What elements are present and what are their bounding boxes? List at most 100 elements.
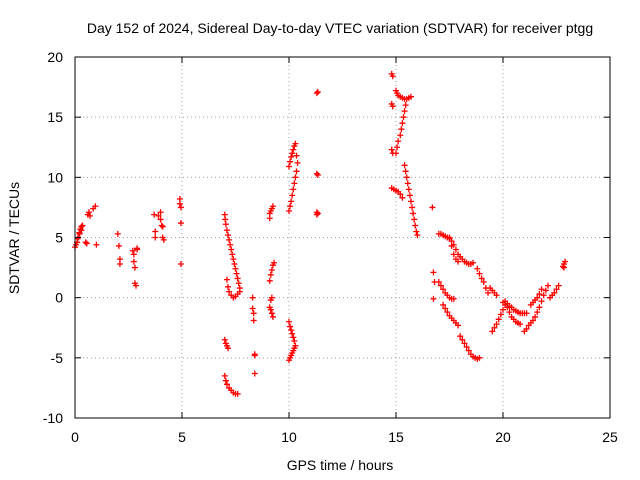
data-point xyxy=(226,288,233,295)
data-point xyxy=(410,210,417,217)
data-point xyxy=(130,258,137,265)
data-point xyxy=(249,305,256,312)
data-point xyxy=(463,344,470,351)
data-point xyxy=(404,180,411,187)
data-point xyxy=(225,283,232,290)
data-point xyxy=(249,294,256,301)
y-tick-label: 10 xyxy=(47,169,63,185)
data-point xyxy=(78,227,85,234)
data-point xyxy=(538,298,545,305)
data-point xyxy=(465,347,472,354)
data-point xyxy=(152,228,159,235)
data-point xyxy=(493,321,500,328)
data-point xyxy=(495,316,502,323)
data-point xyxy=(231,260,238,267)
data-point xyxy=(536,291,543,298)
data-point xyxy=(400,114,407,121)
data-point xyxy=(450,251,457,258)
data-point xyxy=(250,310,257,317)
data-point xyxy=(476,354,483,361)
data-point xyxy=(291,337,298,344)
data-point xyxy=(555,282,562,289)
data-point xyxy=(286,318,292,325)
data-point xyxy=(461,340,468,347)
data-point xyxy=(86,212,93,219)
data-point xyxy=(177,220,184,227)
data-point xyxy=(228,246,235,253)
data-point xyxy=(177,204,184,211)
data-point xyxy=(74,235,81,242)
data-point xyxy=(221,372,228,379)
data-point xyxy=(289,192,296,199)
data-point xyxy=(233,270,240,277)
data-point xyxy=(132,282,139,289)
data-point xyxy=(236,288,243,295)
data-point xyxy=(414,232,421,239)
data-point xyxy=(480,279,487,286)
data-point xyxy=(288,327,295,334)
data-point xyxy=(93,241,100,248)
data-point xyxy=(250,317,257,324)
data-point xyxy=(159,223,166,230)
data-point xyxy=(268,266,275,273)
data-point xyxy=(223,381,230,388)
data-point xyxy=(176,195,183,202)
data-point xyxy=(452,246,459,253)
data-point xyxy=(444,309,451,316)
x-axis-title: GPS time / hours xyxy=(287,457,394,473)
data-point xyxy=(538,286,545,293)
data-point xyxy=(389,103,396,110)
data-point xyxy=(290,186,297,193)
data-point xyxy=(536,304,543,311)
data-point xyxy=(448,242,455,249)
data-point xyxy=(517,321,524,328)
y-tick-label: 0 xyxy=(55,290,63,306)
data-point xyxy=(476,270,483,277)
y-tick-label: -5 xyxy=(51,350,64,366)
data-point xyxy=(116,260,123,267)
data-point xyxy=(407,198,414,205)
data-point xyxy=(446,234,453,241)
data-point xyxy=(151,211,158,218)
data-point xyxy=(470,259,477,266)
data-point xyxy=(437,282,444,289)
data-point xyxy=(474,265,481,272)
data-point xyxy=(553,286,560,293)
data-point xyxy=(129,247,136,254)
data-point xyxy=(402,102,409,109)
axis-ticks: 0 5 10 15 20 25 -10 -5 0 5 10 15 20 xyxy=(43,49,618,445)
data-point xyxy=(389,73,396,80)
data-point xyxy=(405,186,412,193)
data-point xyxy=(429,204,436,211)
data-point xyxy=(388,146,395,153)
data-point xyxy=(459,336,466,343)
x-tick-label: 10 xyxy=(281,429,297,445)
data-point xyxy=(232,265,239,272)
data-point xyxy=(292,174,299,181)
data-point xyxy=(155,212,162,219)
data-point xyxy=(222,377,229,384)
data-point xyxy=(235,280,242,287)
data-point xyxy=(411,216,418,223)
data-point xyxy=(82,239,89,246)
data-point xyxy=(409,204,416,211)
data-point xyxy=(506,309,513,316)
data-point xyxy=(412,222,419,229)
data-point xyxy=(399,120,406,127)
data-point xyxy=(269,313,276,320)
data-point xyxy=(157,216,164,223)
data-point xyxy=(523,325,530,332)
data-point xyxy=(225,345,232,352)
data-point xyxy=(504,304,511,311)
data-point xyxy=(292,342,299,349)
data-point xyxy=(430,295,437,302)
data-point xyxy=(402,168,409,175)
data-point xyxy=(114,230,121,237)
data-point xyxy=(292,140,299,147)
data-point xyxy=(314,88,321,95)
data-point xyxy=(79,222,86,229)
data-point xyxy=(269,203,276,210)
y-tick-label: -10 xyxy=(43,410,63,426)
chart-title: Day 152 of 2024, Sidereal Day-to-day VTE… xyxy=(87,20,593,36)
